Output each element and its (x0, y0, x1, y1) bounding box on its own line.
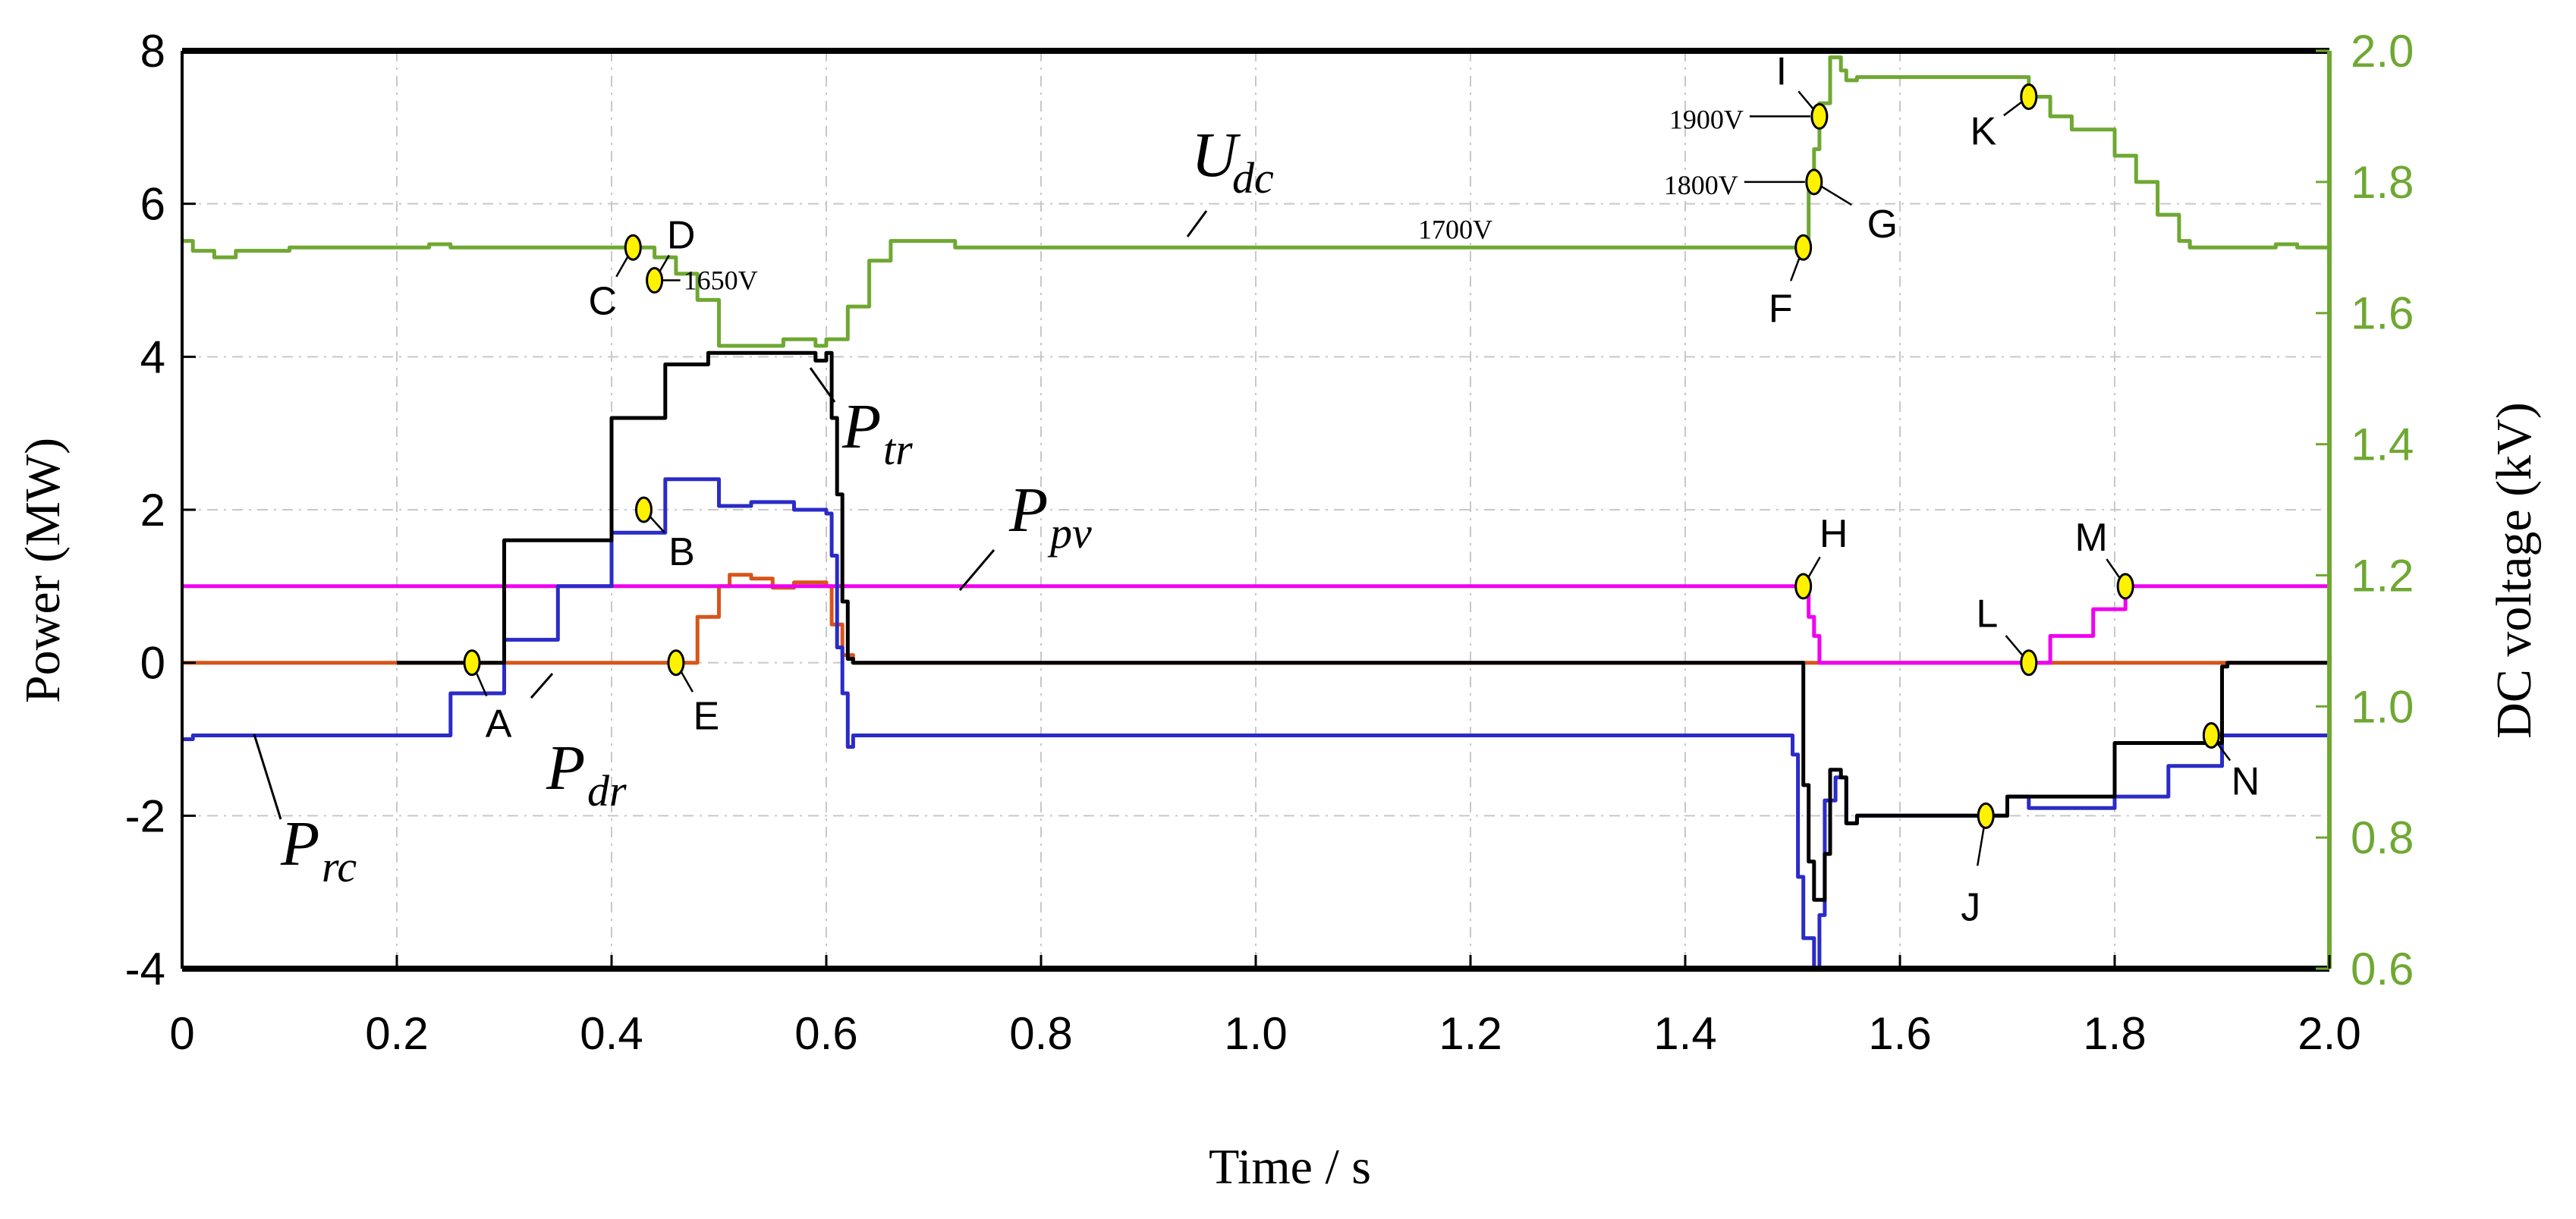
x-tick-label: 1.2 (1439, 1008, 1502, 1059)
x-tick-label: 1.0 (1224, 1008, 1287, 1059)
x-tick-label: 0.4 (580, 1008, 643, 1059)
series-label-ppv-sub: pv (1047, 508, 1092, 558)
x-tick-label: 0.2 (365, 1008, 428, 1059)
series-label-leader-udc (1186, 210, 1208, 237)
x-tick-label: 1.6 (1868, 1008, 1931, 1059)
voltage-annotation-label: 1800V (1664, 170, 1738, 200)
y-right-tick-label: 1.8 (2351, 157, 2414, 208)
x-tick-label: 1.8 (2083, 1008, 2146, 1059)
series-label-leader-ptr (809, 367, 836, 403)
marker-label-f: F (1769, 287, 1793, 331)
series-line-ppv (182, 584, 2329, 665)
marker-point-a (463, 649, 481, 677)
marker-label-h: H (1820, 512, 1848, 556)
y-left-tick-label: 2 (140, 485, 165, 536)
y-right-tick-label: 0.6 (2351, 944, 2414, 994)
series-label-ptr-sub: tr (883, 425, 913, 474)
marker-point-n (2202, 721, 2220, 749)
x-axis-title: Time / s (1209, 1139, 1371, 1195)
marker-point-i (1810, 102, 1829, 130)
marker-label-k: K (1970, 110, 1996, 154)
marker-point-e (667, 649, 685, 677)
y-axis-right-title: DC voltage (kV) (2486, 402, 2542, 739)
series-line-udc (182, 55, 2329, 348)
y-right-tick-label: 1.2 (2351, 550, 2414, 601)
x-tick-label: 2.0 (2298, 1008, 2361, 1059)
series-layer (182, 55, 2329, 971)
marker-point-d (646, 267, 664, 294)
marker-point-l (2020, 649, 2038, 677)
x-tick-label: 1.4 (1653, 1008, 1716, 1059)
series-label-leader-prc (253, 734, 282, 820)
y-right-tick-label: 2.0 (2351, 26, 2414, 77)
series-label-prc-sub: rc (322, 842, 357, 891)
x-tick-label: 0.6 (794, 1008, 857, 1059)
marker-label-j: J (1961, 885, 1980, 929)
y-right-tick-label: 1.4 (2351, 419, 2414, 470)
y-axis-left-title: Power (MW) (15, 438, 71, 703)
x-tick-label: 0 (169, 1008, 194, 1059)
series-label-leader-ppv (958, 549, 995, 591)
y-left-tick-label: 4 (140, 331, 165, 382)
marker-point-m (2116, 573, 2134, 600)
axis-layer: 8 6 4 2 0 -2 -4 2.0 1.8 1.6 1.4 1.2 1.0 0.8 0.6 0 0.2 0.4… (125, 26, 2414, 1059)
marker-point-h (1794, 573, 1813, 600)
voltage-annotation-label: 1900V (1669, 104, 1744, 134)
series-label-ptr-main: P (841, 391, 881, 462)
marker-label-e: E (694, 695, 720, 739)
y-right-tick-label: 1.0 (2351, 681, 2414, 732)
series-label-leader-pdr (530, 673, 554, 699)
series-label-udc-main: U (1191, 120, 1241, 190)
x-tick-label: 0.8 (1009, 1008, 1072, 1059)
y-right-tick-label: 0.8 (2351, 812, 2414, 863)
series-label-pdr-sub: dr (587, 766, 627, 815)
y-left-tick-label: -2 (125, 790, 165, 841)
series-label-ppv-main: P (1008, 475, 1048, 545)
series-label-pdr-main: P (546, 733, 585, 803)
marker-label-b: B (668, 530, 695, 574)
marker-label-i: I (1776, 49, 1787, 93)
marker-point-g (1805, 168, 1823, 196)
y-left-tick-label: 6 (140, 179, 165, 230)
marker-label-n: N (2232, 759, 2260, 803)
marker-label-d: D (667, 214, 696, 258)
voltage-annotation-label: 1700V (1418, 214, 1492, 244)
marker-point-j (1977, 802, 1995, 829)
series-label-udc-sub: dc (1232, 153, 1274, 203)
marker-label-c: C (589, 279, 618, 323)
marker-point-f (1794, 234, 1813, 261)
series-label-prc-main: P (280, 809, 319, 879)
marker-label-l: L (1976, 592, 1998, 636)
marker-point-k (2020, 83, 2038, 110)
marker-label-m: M (2074, 516, 2107, 560)
marker-point-c (624, 234, 642, 261)
marker-point-b (634, 496, 653, 523)
y-left-tick-label: 0 (140, 638, 165, 689)
marker-label-g: G (1867, 203, 1898, 247)
marker-label-a: A (486, 702, 512, 746)
y-left-tick-label: 8 (140, 26, 165, 77)
voltage-annotation-label: 1650V (684, 265, 758, 296)
y-right-tick-label: 1.6 (2351, 288, 2414, 339)
y-left-tick-label: -4 (125, 944, 165, 994)
